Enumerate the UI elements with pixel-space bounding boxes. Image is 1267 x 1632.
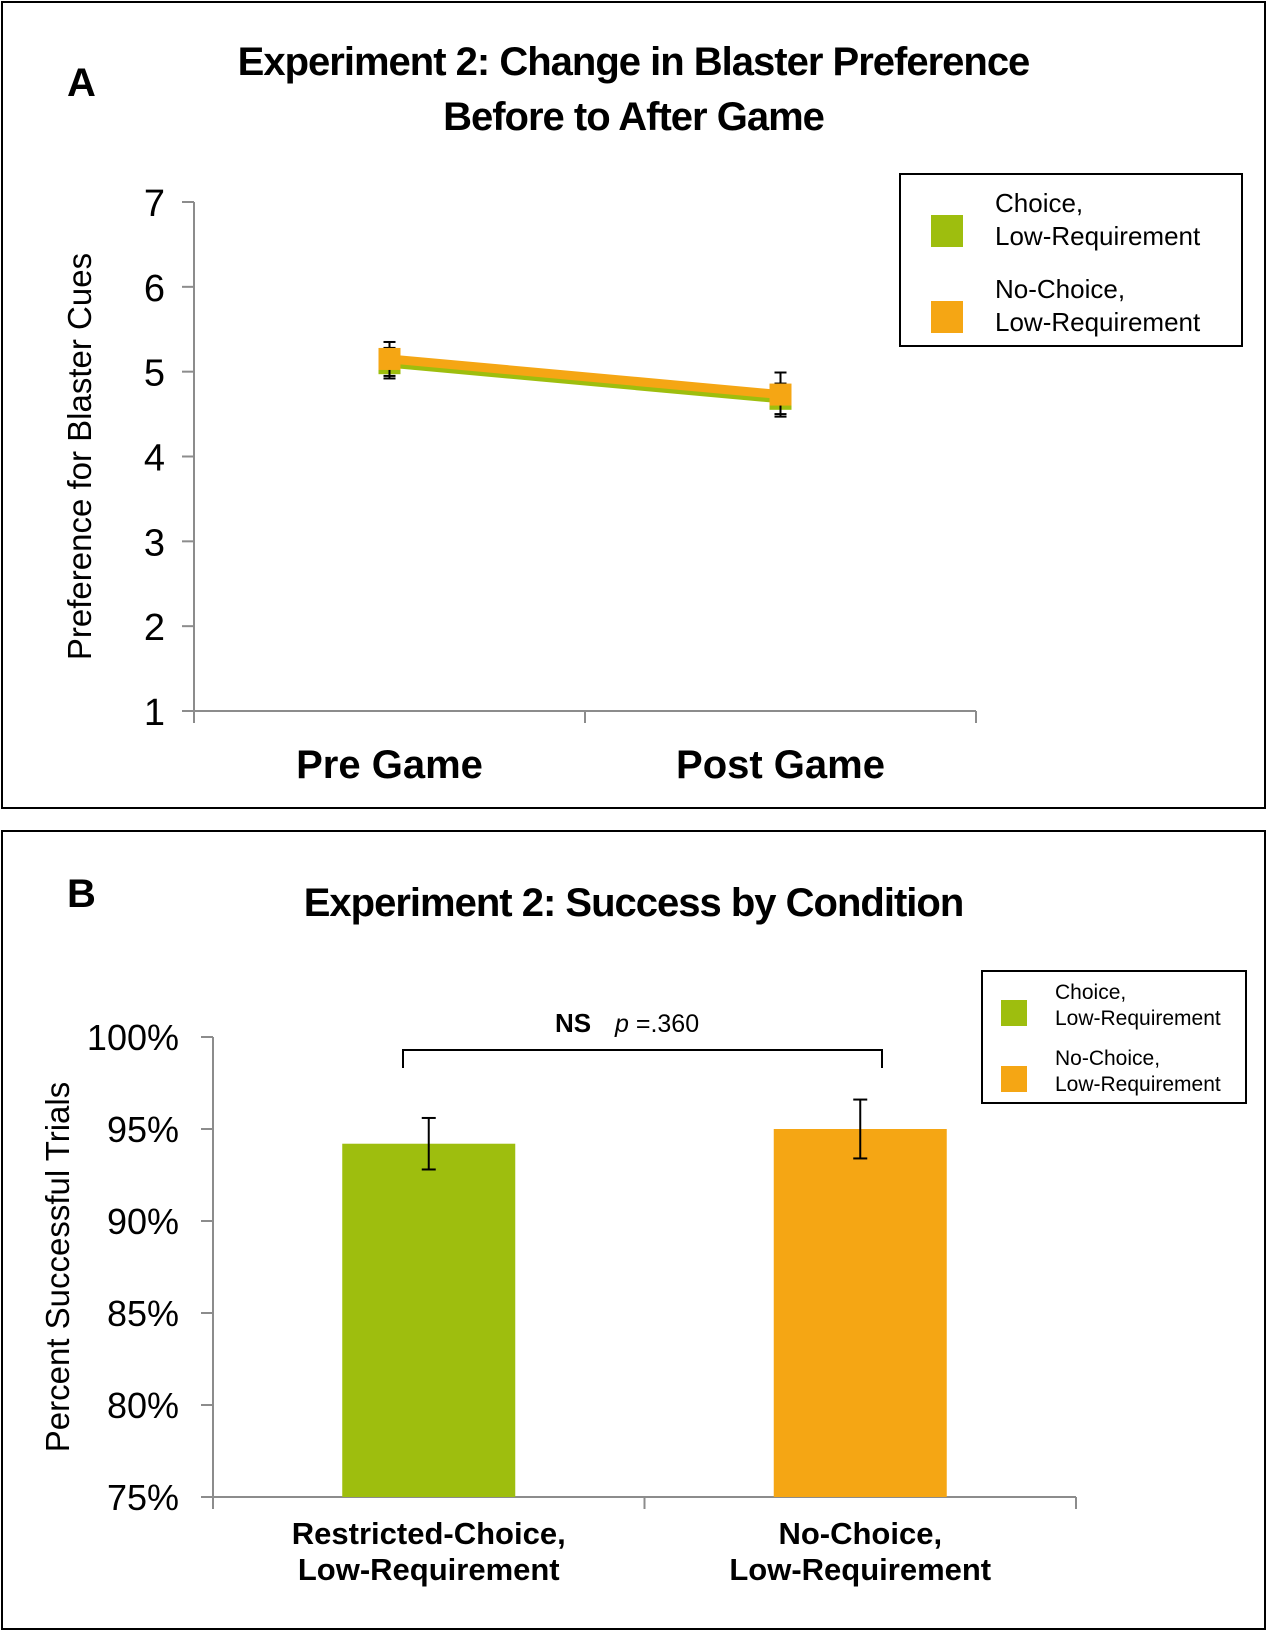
x-tick-label: No-Choice, Low-Requirement bbox=[729, 1516, 991, 1587]
y-tick-label: 7 bbox=[144, 183, 165, 225]
legend-a-label-no-choice: No-Choice, Low-Requirement bbox=[995, 274, 1201, 337]
y-tick-label: 100% bbox=[87, 1017, 179, 1058]
y-tick-label: 75% bbox=[107, 1477, 179, 1518]
panel-letter-a: A bbox=[67, 61, 96, 105]
legend-a-swatch-no-choice bbox=[931, 301, 963, 333]
y-tick-label: 85% bbox=[107, 1293, 179, 1334]
chart-title-a-line-2: Before to After Game bbox=[443, 95, 825, 139]
series-marker bbox=[378, 347, 401, 370]
y-tick-label: 5 bbox=[144, 353, 165, 395]
bar bbox=[342, 1143, 516, 1497]
bar bbox=[773, 1129, 947, 1497]
panel-a: A Experiment 2: Change in Blaster Prefer… bbox=[1, 1, 1266, 809]
y-axis-label: Percent Successful Trials bbox=[39, 1082, 76, 1452]
legend-a: Choice, Low-Requirement No-Choice, Low-R… bbox=[899, 173, 1243, 347]
legend-b-swatch-no-choice bbox=[1001, 1066, 1027, 1092]
series-line bbox=[389, 354, 781, 400]
p-value-label: p =.360 bbox=[614, 1010, 699, 1038]
bar-chart-b: 75%80%85%90%95%100%Restricted-Choice, Low… bbox=[39, 1008, 1077, 1587]
series-marker bbox=[769, 383, 792, 406]
x-tick-label-line: No-Choice, bbox=[778, 1516, 942, 1551]
y-tick-label: 80% bbox=[107, 1385, 179, 1426]
y-tick-label: 3 bbox=[144, 522, 165, 564]
chart-title-a: Experiment 2: Change in Blaster Preferen… bbox=[3, 35, 1264, 145]
line-chart-a: 1 2 3 4 5 6 7 Pre Game Post Game Preference for B… bbox=[61, 183, 977, 787]
p-value: =.360 bbox=[629, 1010, 699, 1038]
y-axis-label: Preference for Blaster Cues bbox=[61, 253, 98, 660]
legend-b-swatch-choice bbox=[1001, 1000, 1027, 1026]
x-tick-label-line: Low-Requirement bbox=[298, 1552, 560, 1587]
chart-title-a-line-1: Experiment 2: Change in Blaster Preferen… bbox=[237, 40, 1031, 84]
y-tick-label: 4 bbox=[144, 438, 165, 480]
y-tick-label: 6 bbox=[144, 268, 165, 310]
x-tick-label-line: Low-Requirement bbox=[729, 1552, 991, 1587]
y-tick-label: 1 bbox=[144, 692, 165, 734]
y-tick-label: 2 bbox=[144, 607, 165, 649]
legend-b-label-no-choice: No-Choice, Low-Requirement bbox=[1055, 1047, 1221, 1097]
x-tick-label-line: Restricted-Choice, bbox=[292, 1516, 566, 1551]
chart-title-b: Experiment 2: Success by Condition bbox=[303, 881, 965, 925]
significance-bracket bbox=[402, 1049, 883, 1068]
significance-label: NS bbox=[555, 1008, 591, 1038]
p-symbol: p bbox=[614, 1010, 629, 1038]
legend-b: Choice, Low-Requirement No-Choice, Low-R… bbox=[981, 970, 1247, 1104]
legend-a-label-choice: Choice, Low-Requirement bbox=[995, 188, 1201, 251]
legend-a-swatch-choice bbox=[931, 215, 963, 247]
x-tick-label: Pre Game bbox=[296, 743, 483, 787]
x-tick-label: Restricted-Choice, Low-Requirement bbox=[292, 1516, 566, 1587]
x-tick-label: Post Game bbox=[676, 743, 885, 787]
panel-letter-b: B bbox=[67, 872, 96, 916]
legend-b-label-choice: Choice, Low-Requirement bbox=[1055, 981, 1221, 1031]
y-tick-label: 90% bbox=[107, 1201, 179, 1242]
y-tick-label: 95% bbox=[107, 1109, 179, 1150]
panel-b: B Experiment 2: Success by Condition 75%… bbox=[1, 830, 1266, 1630]
